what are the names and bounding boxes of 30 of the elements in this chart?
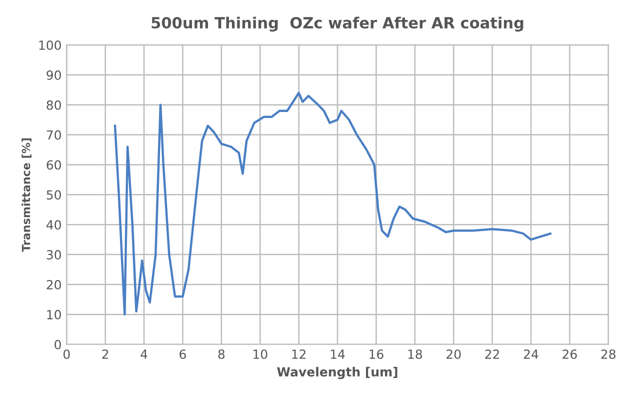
y-axis-title: Transmittance [%] <box>22 138 32 252</box>
x-tick-label: 2 <box>102 349 108 359</box>
y-tick-label: 30 <box>46 250 61 260</box>
x-tick-label: 4 <box>140 350 148 359</box>
y-tick-label: 100 <box>39 40 61 50</box>
line-series <box>114 92 552 316</box>
x-tick-label: 14 <box>330 350 345 359</box>
y-tick-label: 80 <box>46 100 61 110</box>
x-tick-label: 28 <box>601 349 616 359</box>
chart-title: 500um Thining OZc wafer After AR coating <box>152 16 524 32</box>
y-tick-label: 90 <box>46 70 61 80</box>
x-tick-label: 0 <box>63 349 70 359</box>
x-tick-label: 22 <box>485 349 499 359</box>
x-tick-label: 26 <box>562 349 577 359</box>
y-tick-label: 70 <box>46 130 61 140</box>
y-tick-label: 40 <box>46 220 61 230</box>
x-axis-title: Wavelength [um] <box>277 366 398 380</box>
x-tick-label: 8 <box>218 349 225 359</box>
y-tick-label: 60 <box>46 160 61 170</box>
y-tick-label: 10 <box>47 310 61 320</box>
x-tick-label: 20 <box>446 349 461 359</box>
x-tick-label: 6 <box>180 349 186 359</box>
x-tick-label: 10 <box>254 349 268 359</box>
y-tick-label: 50 <box>46 190 61 200</box>
y-tick-label: 20 <box>46 280 61 290</box>
x-tick-label: 12 <box>292 349 306 359</box>
x-tick-label: 24 <box>524 349 538 359</box>
x-tick-label: 16 <box>370 349 384 359</box>
y-tick-label: 0 <box>54 340 61 350</box>
x-tick-label: 18 <box>408 349 422 359</box>
